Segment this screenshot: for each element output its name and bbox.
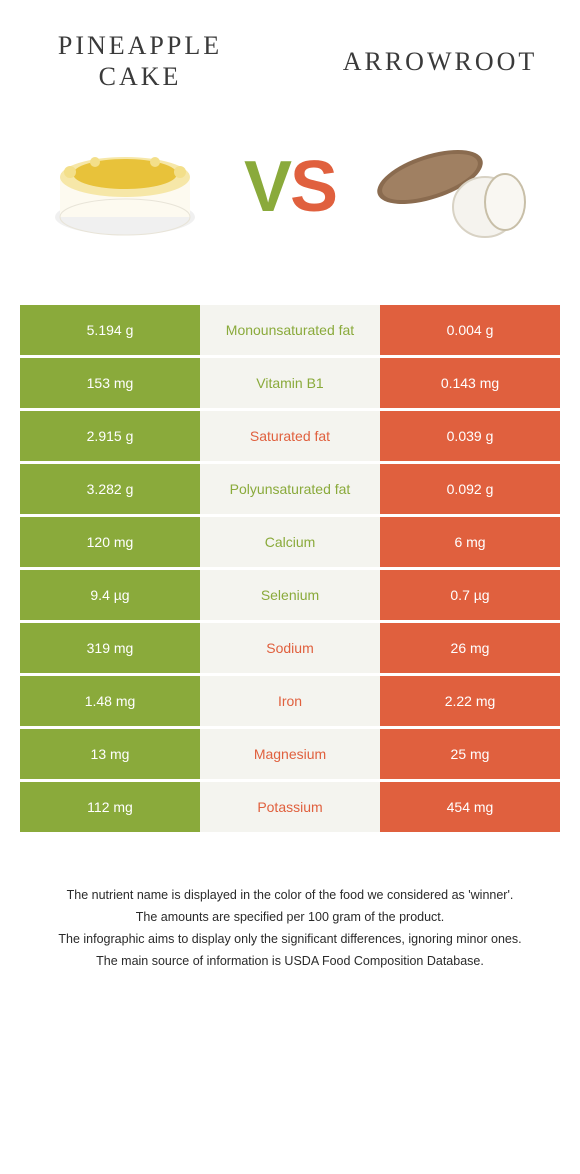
nutrient-label: Polyunsaturated fat <box>200 464 380 514</box>
footnote-line: The main source of information is USDA F… <box>40 951 540 971</box>
nutrient-label: Potassium <box>200 782 380 832</box>
value-left: 13 mg <box>20 729 200 779</box>
nutrient-label: Monounsaturated fat <box>200 305 380 355</box>
value-right: 0.039 g <box>380 411 560 461</box>
footnote-line: The amounts are specified per 100 gram o… <box>40 907 540 927</box>
table-row: 112 mgPotassium454 mg <box>20 782 560 832</box>
value-left: 112 mg <box>20 782 200 832</box>
nutrient-label: Iron <box>200 676 380 726</box>
value-left: 9.4 µg <box>20 570 200 620</box>
table-row: 9.4 µgSelenium0.7 µg <box>20 570 560 620</box>
title-left: PINEAPPLE CAKE <box>40 30 240 92</box>
value-right: 25 mg <box>380 729 560 779</box>
value-left: 2.915 g <box>20 411 200 461</box>
nutrient-label: Sodium <box>200 623 380 673</box>
nutrient-label: Saturated fat <box>200 411 380 461</box>
table-row: 13 mgMagnesium25 mg <box>20 729 560 779</box>
vs-label: VS <box>244 146 336 228</box>
table-row: 319 mgSodium26 mg <box>20 623 560 673</box>
value-left: 3.282 g <box>20 464 200 514</box>
table-row: 120 mgCalcium6 mg <box>20 517 560 567</box>
comparison-table: 5.194 gMonounsaturated fat0.004 g153 mgV… <box>20 302 560 835</box>
value-right: 6 mg <box>380 517 560 567</box>
footnotes: The nutrient name is displayed in the co… <box>20 885 560 971</box>
value-right: 0.143 mg <box>380 358 560 408</box>
value-left: 319 mg <box>20 623 200 673</box>
value-left: 153 mg <box>20 358 200 408</box>
nutrient-label: Calcium <box>200 517 380 567</box>
pineapple-cake-image <box>40 122 210 252</box>
value-right: 454 mg <box>380 782 560 832</box>
footnote-line: The nutrient name is displayed in the co… <box>40 885 540 905</box>
value-right: 0.092 g <box>380 464 560 514</box>
title-right: ARROWROOT <box>340 46 540 77</box>
table-body: 5.194 gMonounsaturated fat0.004 g153 mgV… <box>20 305 560 832</box>
value-right: 26 mg <box>380 623 560 673</box>
table-row: 5.194 gMonounsaturated fat0.004 g <box>20 305 560 355</box>
arrowroot-image <box>370 122 540 252</box>
table-row: 3.282 gPolyunsaturated fat0.092 g <box>20 464 560 514</box>
value-right: 2.22 mg <box>380 676 560 726</box>
vs-s: S <box>290 147 336 227</box>
nutrient-label: Selenium <box>200 570 380 620</box>
nutrient-label: Vitamin B1 <box>200 358 380 408</box>
nutrient-label: Magnesium <box>200 729 380 779</box>
footnote-line: The infographic aims to display only the… <box>40 929 540 949</box>
value-right: 0.7 µg <box>380 570 560 620</box>
table-row: 2.915 gSaturated fat0.039 g <box>20 411 560 461</box>
title-left-line2: CAKE <box>99 62 182 91</box>
value-left: 120 mg <box>20 517 200 567</box>
table-row: 1.48 mgIron2.22 mg <box>20 676 560 726</box>
header: PINEAPPLE CAKE ARROWROOT <box>20 30 560 92</box>
images-row: VS <box>20 122 560 252</box>
table-row: 153 mgVitamin B10.143 mg <box>20 358 560 408</box>
value-right: 0.004 g <box>380 305 560 355</box>
vs-v: V <box>244 147 290 227</box>
value-left: 5.194 g <box>20 305 200 355</box>
value-left: 1.48 mg <box>20 676 200 726</box>
title-left-line1: PINEAPPLE <box>58 31 222 60</box>
